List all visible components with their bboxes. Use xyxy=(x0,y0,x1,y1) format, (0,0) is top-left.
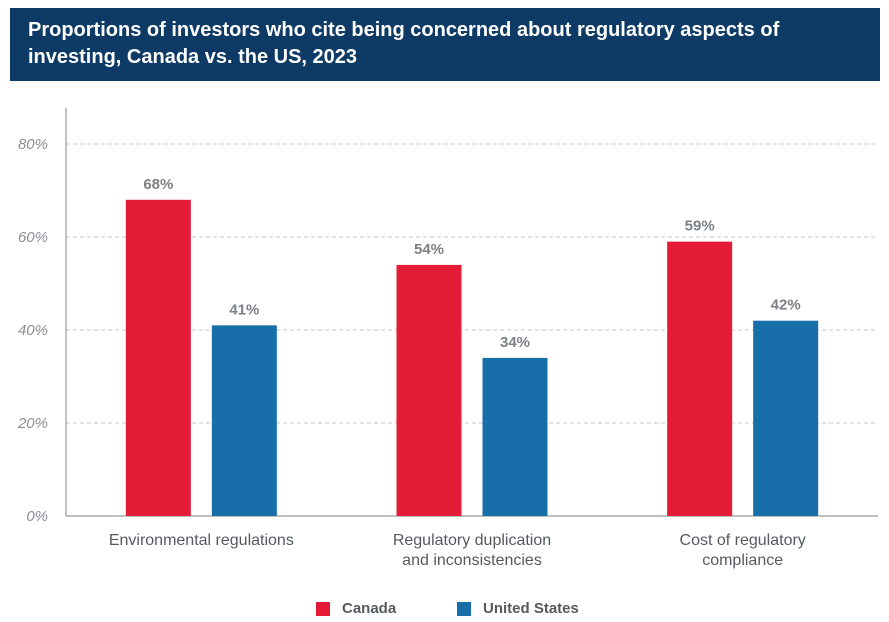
bar-united-states xyxy=(753,320,819,516)
data-label: 41% xyxy=(229,301,259,318)
x-tick-label: Cost of regulatory xyxy=(680,532,806,549)
data-label: 34% xyxy=(500,334,530,351)
data-label: 59% xyxy=(685,218,715,235)
legend: Canada United States xyxy=(0,600,889,622)
legend-item-united-states: United States xyxy=(457,600,579,617)
bar-canada xyxy=(125,199,191,517)
data-label: 68% xyxy=(143,176,173,193)
data-label: 54% xyxy=(414,241,444,258)
chart-title: Proportions of investors who cite being … xyxy=(28,19,780,68)
legend-label-united-states: United States xyxy=(483,600,579,617)
y-tick-label: 0% xyxy=(26,508,48,525)
bar-united-states xyxy=(482,357,548,516)
x-tick-label: compliance xyxy=(702,552,783,569)
legend-label-canada: Canada xyxy=(342,600,397,617)
x-tick-label: and inconsistencies xyxy=(402,552,542,569)
y-tick-label: 40% xyxy=(18,322,48,339)
legend-swatch-canada xyxy=(316,601,330,616)
legend-swatch-united-states xyxy=(457,601,471,616)
x-tick-label: Environmental regulations xyxy=(109,532,294,549)
bar-united-states xyxy=(211,325,277,516)
y-tick-label: 20% xyxy=(17,415,48,432)
y-tick-label: 60% xyxy=(18,229,48,246)
y-tick-label: 80% xyxy=(18,136,48,153)
title-banner: Proportions of investors who cite being … xyxy=(10,8,880,81)
bar-canada xyxy=(396,264,462,516)
data-label: 42% xyxy=(771,297,801,314)
bar-chart: 0% 20% 40% 60% 80% 68% 41% Environmental regula… xyxy=(17,108,878,569)
bar-canada xyxy=(667,241,733,516)
x-tick-label: Regulatory duplication xyxy=(393,532,551,549)
legend-item-canada: Canada xyxy=(316,600,396,617)
